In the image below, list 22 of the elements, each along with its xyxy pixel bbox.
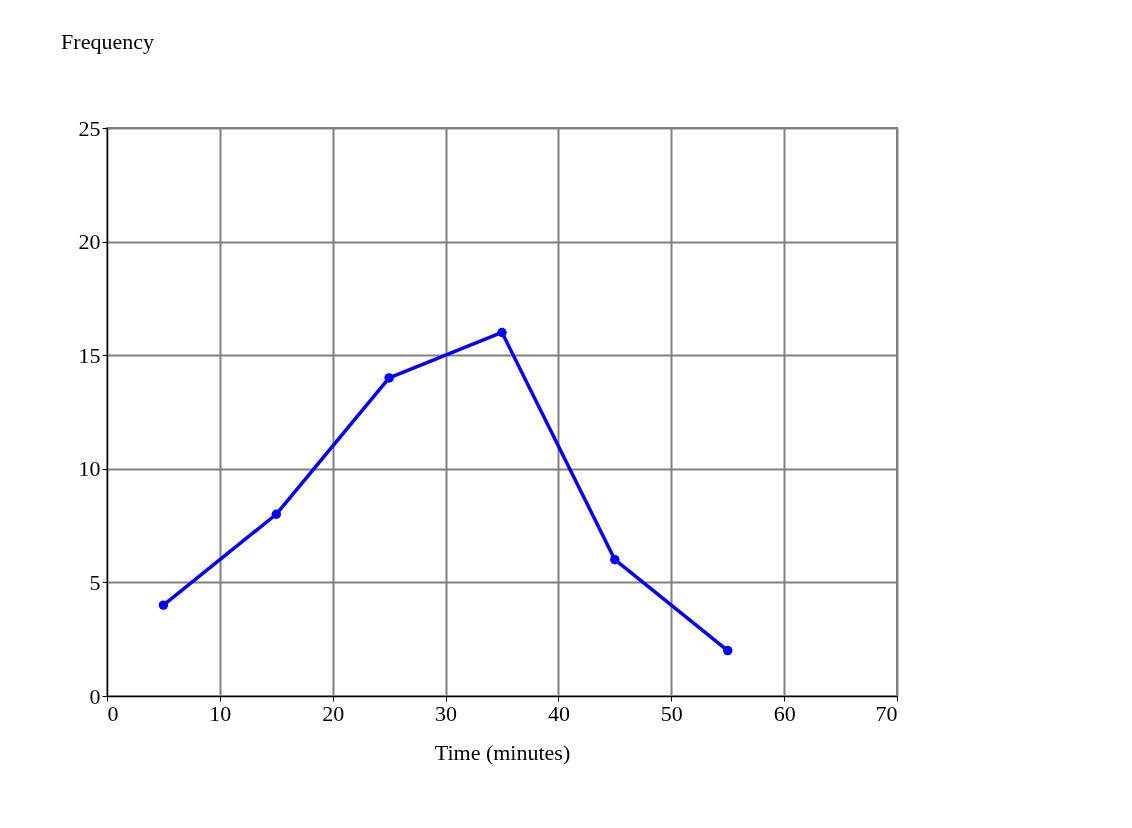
point [158, 600, 169, 610]
x-tick-label: 0 [107, 700, 119, 726]
x-tick-label: 40 [547, 700, 570, 726]
x-tick-label: 10 [209, 700, 232, 726]
x-axis-title: Time (minutes) [434, 739, 571, 765]
point [722, 645, 733, 656]
y-tick-label: 10 [78, 456, 101, 482]
x-tick-label: 70 [875, 700, 898, 726]
y-tick-label: 0 [89, 683, 101, 709]
x-tick-label: 60 [773, 700, 796, 726]
y-axis-title: Frequency [61, 28, 154, 54]
y-tick-label: 5 [89, 569, 101, 595]
point [384, 373, 394, 383]
x-tick-label: 50 [660, 700, 683, 726]
x-tick-label: 20 [322, 700, 345, 726]
y-tick-label: 15 [78, 342, 101, 368]
x-tick-label: 30 [435, 700, 458, 726]
point [497, 327, 507, 338]
point [271, 509, 282, 519]
y-tick-label: 20 [78, 229, 101, 255]
y-tick-label: 25 [78, 115, 101, 141]
point [610, 554, 620, 565]
